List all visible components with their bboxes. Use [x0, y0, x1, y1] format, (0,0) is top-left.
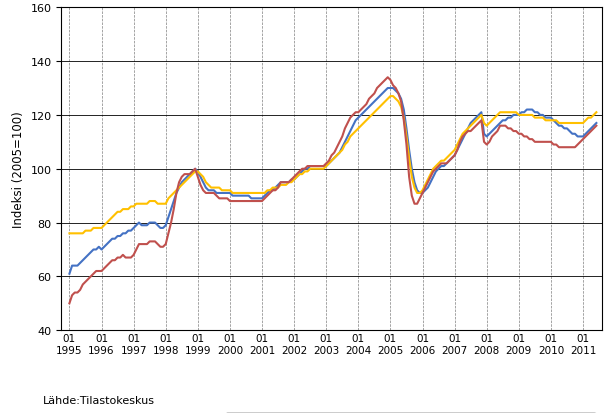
- Vientiliikevaihto: [384, 76, 391, 81]
- Vientiliikevaihto: [135, 242, 142, 247]
- Line: Koko liikevaihto: Koko liikevaihto: [69, 89, 596, 274]
- Vientiliikevaihto: [103, 263, 111, 268]
- Koko liikevaihto: [593, 121, 600, 126]
- Koko liikevaihto: [384, 86, 391, 91]
- Vientiliikevaihto: [66, 301, 73, 306]
- Vientiliikevaihto: [400, 119, 408, 123]
- Koko liikevaihto: [529, 108, 536, 113]
- Koko liikevaihto: [462, 132, 469, 137]
- Kotimaan liikevaihto: [400, 116, 408, 121]
- Vientiliikevaihto: [529, 137, 536, 142]
- Vientiliikevaihto: [593, 124, 600, 129]
- Koko liikevaihto: [400, 108, 408, 113]
- Kotimaan liikevaihto: [135, 202, 142, 206]
- Kotimaan liikevaihto: [593, 110, 600, 115]
- Vientiliikevaihto: [462, 132, 469, 137]
- Y-axis label: Indeksi (2005=100): Indeksi (2005=100): [12, 111, 25, 228]
- Kotimaan liikevaihto: [387, 94, 394, 99]
- Line: Kotimaan liikevaihto: Kotimaan liikevaihto: [69, 97, 596, 234]
- Koko liikevaihto: [103, 242, 111, 247]
- Kotimaan liikevaihto: [103, 221, 111, 225]
- Kotimaan liikevaihto: [529, 113, 536, 118]
- Kotimaan liikevaihto: [462, 129, 469, 134]
- Koko liikevaihto: [135, 221, 142, 225]
- Kotimaan liikevaihto: [66, 231, 73, 236]
- Kotimaan liikevaihto: [558, 121, 565, 126]
- Line: Vientiliikevaihto: Vientiliikevaihto: [69, 78, 596, 304]
- Text: Lähde:Tilastokeskus: Lähde:Tilastokeskus: [43, 395, 155, 405]
- Vientiliikevaihto: [558, 145, 565, 150]
- Koko liikevaihto: [558, 124, 565, 129]
- Koko liikevaihto: [66, 272, 73, 277]
